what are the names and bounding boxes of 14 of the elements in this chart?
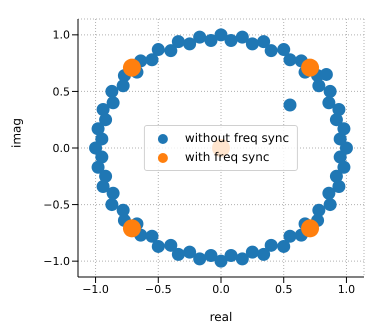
x-tick-label: 1.0 xyxy=(338,282,356,296)
x-tick-label: 0.5 xyxy=(274,282,292,296)
x-tick-label: −1.0 xyxy=(82,282,109,296)
legend-label: with freq sync xyxy=(184,149,270,166)
y-tick-label: 0.0 xyxy=(52,142,70,155)
legend-label: without freq sync xyxy=(184,130,290,147)
x-axis-title: real xyxy=(210,310,232,324)
x-tick-label: −0.5 xyxy=(144,282,172,296)
y-tick-label: 0.5 xyxy=(52,85,70,98)
y-tick-label: −1.0 xyxy=(43,255,70,268)
y-tick-label: 1.0 xyxy=(52,28,70,42)
y-tick-label: −0.5 xyxy=(43,198,70,212)
x-tick-label: 0.0 xyxy=(212,282,230,296)
y-axis-title: imag xyxy=(9,118,24,148)
